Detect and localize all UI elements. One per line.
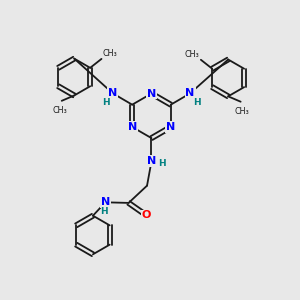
Text: N: N xyxy=(101,197,110,207)
Text: N: N xyxy=(147,88,156,98)
Text: O: O xyxy=(142,210,151,220)
Text: CH₃: CH₃ xyxy=(235,107,250,116)
Text: H: H xyxy=(158,159,166,168)
Text: N: N xyxy=(147,156,156,166)
Text: N: N xyxy=(108,88,118,98)
Text: CH₃: CH₃ xyxy=(53,106,68,115)
Text: H: H xyxy=(103,98,110,107)
Text: N: N xyxy=(166,122,176,132)
Text: CH₃: CH₃ xyxy=(103,49,118,58)
Text: H: H xyxy=(100,207,108,216)
Text: H: H xyxy=(193,98,200,107)
Text: N: N xyxy=(185,88,195,98)
Text: CH₃: CH₃ xyxy=(185,50,200,58)
Text: N: N xyxy=(128,122,137,132)
